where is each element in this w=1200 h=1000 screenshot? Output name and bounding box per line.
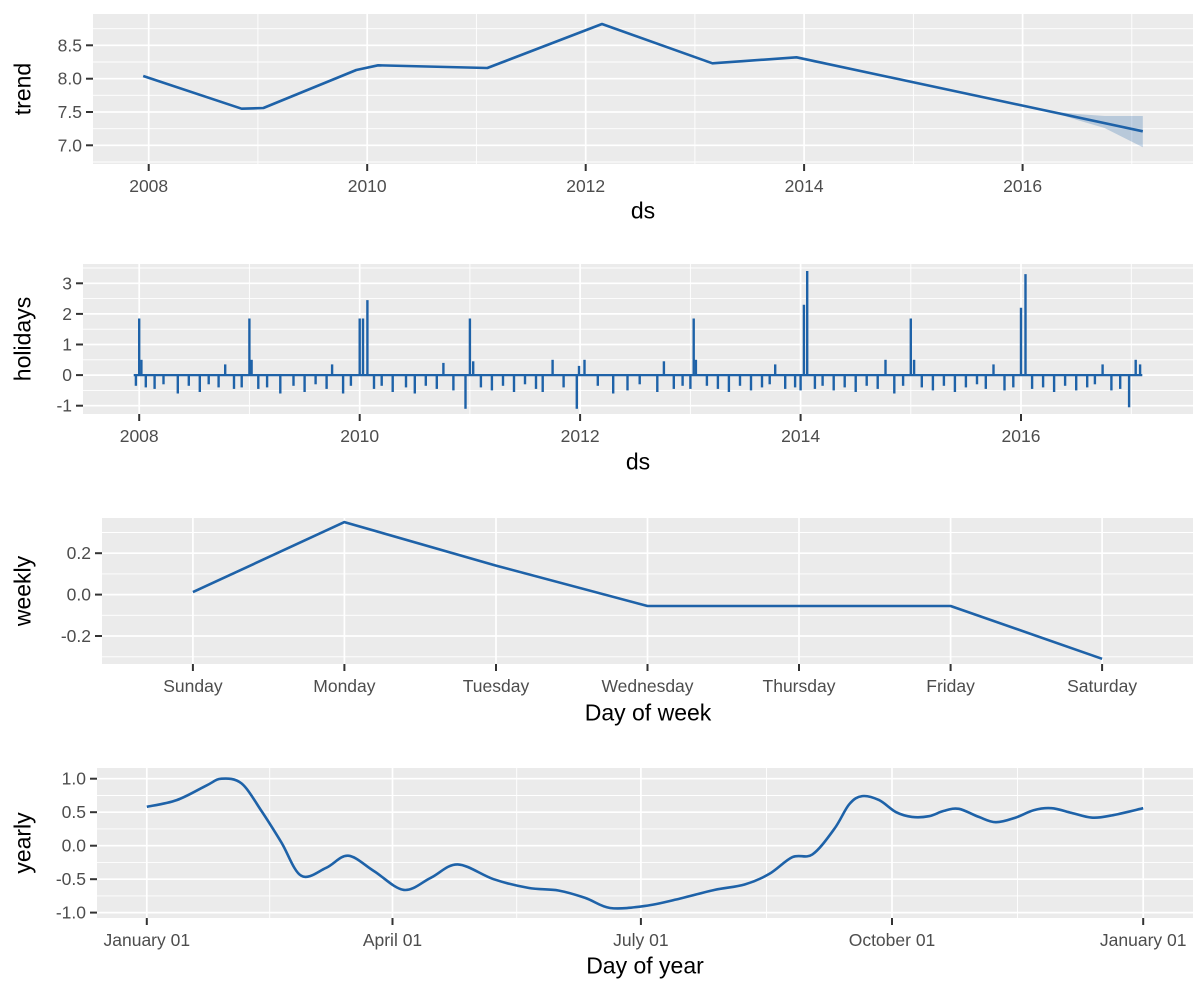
- x-tick-label: Tuesday: [463, 676, 530, 696]
- y-tick-label: 8.0: [58, 69, 83, 89]
- trend-y-axis-title: trend: [9, 62, 36, 116]
- x-tick-label: Monday: [313, 676, 376, 696]
- trend-x-axis-title: ds: [630, 197, 656, 224]
- weekly-y-axis-title: weekly: [9, 555, 36, 627]
- trend-panel: 2008 2010 2012 2014 2016 7.0 7.5 8.0 8.5: [58, 14, 1193, 196]
- x-tick-label: January 01: [104, 930, 191, 950]
- x-tick-label: 2016: [1003, 176, 1042, 196]
- y-tick-label: 0.2: [67, 543, 91, 563]
- holidays-x-axis-title: ds: [625, 448, 651, 475]
- x-tick-label: 2008: [120, 426, 159, 446]
- yearly-y-axis-title: yearly: [9, 812, 36, 874]
- panel-background: [83, 264, 1193, 414]
- x-tick-label: July 01: [613, 930, 668, 950]
- x-tick-label: 2014: [785, 176, 824, 196]
- y-tick-label: -1.0: [56, 903, 86, 923]
- weekly-panel: Sunday Monday Tuesday Wednesday Thursday Frid…: [61, 518, 1193, 696]
- y-tick-label: 0.0: [62, 836, 87, 856]
- y-tick-label: 0.5: [62, 802, 86, 822]
- y-tick-label: 7.0: [58, 135, 83, 155]
- y-tick-label: 0.0: [67, 585, 92, 605]
- holidays-y-axis-title: holidays: [9, 296, 36, 382]
- y-tick-label: 7.5: [58, 102, 82, 122]
- y-tick-label: 3: [62, 273, 72, 293]
- panel-background: [97, 768, 1193, 918]
- x-tick-label: April 01: [363, 930, 422, 950]
- trend-line: [142, 22, 1144, 133]
- y-tick-label: 2: [62, 304, 72, 324]
- weekly-x-axis-title: Day of week: [584, 699, 712, 726]
- x-tick-label: October 01: [849, 930, 936, 950]
- y-tick-label: -0.2: [61, 626, 91, 646]
- y-tick-label: 8.5: [58, 35, 82, 55]
- holidays-panel: 2008 2010 2012 2014 2016 -1 0 1 2 3: [56, 264, 1193, 446]
- x-tick-label: January 01: [1100, 930, 1187, 950]
- x-tick-label: 2008: [129, 176, 168, 196]
- x-tick-label: Sunday: [163, 676, 223, 696]
- x-tick-label: Thursday: [763, 676, 836, 696]
- y-tick-label: -1: [56, 396, 72, 416]
- yearly-x-axis-title: Day of year: [586, 952, 704, 979]
- x-tick-label: Wednesday: [601, 676, 693, 696]
- yearly-panel: January 01 April 01 July 01 October 01 Janua…: [56, 768, 1193, 950]
- y-tick-label: -0.5: [56, 869, 86, 889]
- y-tick-label: 1.0: [62, 769, 87, 789]
- x-tick-label: 2016: [1002, 426, 1041, 446]
- yearly-curve: [146, 777, 1144, 910]
- y-tick-label: 1: [62, 335, 72, 355]
- x-tick-label: 2010: [348, 176, 387, 196]
- x-tick-label: Saturday: [1067, 676, 1137, 696]
- x-tick-label: 2012: [561, 426, 600, 446]
- y-tick-label: 0: [62, 365, 72, 385]
- x-tick-label: Friday: [926, 676, 975, 696]
- x-tick-label: 2012: [566, 176, 605, 196]
- x-tick-label: 2014: [781, 426, 820, 446]
- x-tick-label: 2010: [340, 426, 379, 446]
- weekly-line: [192, 520, 1103, 661]
- uncertainty-band: [1049, 111, 1143, 148]
